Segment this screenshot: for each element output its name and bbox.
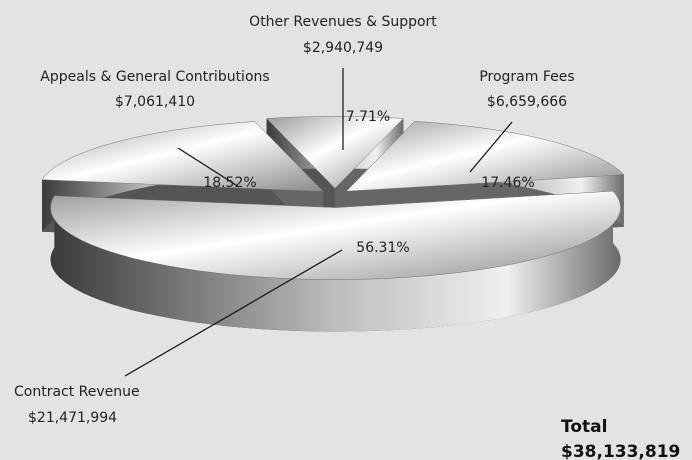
total-label: Total [561, 417, 607, 437]
slice [41, 121, 324, 192]
slice [50, 190, 621, 280]
total-value: $38,133,819 [561, 442, 680, 460]
category-label: Other Revenues & Support [249, 14, 437, 30]
leader-line [124, 249, 343, 377]
leader-line [469, 121, 513, 173]
leader-line [177, 147, 237, 186]
amount-label: $21,471,994 [28, 410, 117, 426]
category-label: Program Fees [479, 69, 574, 85]
category-label: Contract Revenue [14, 384, 140, 400]
value-label: 17.46% [481, 175, 534, 191]
pie [41, 116, 625, 332]
value-label: 18.52% [203, 175, 256, 191]
labels: Appeals & General Contributions $7,061,4… [14, 14, 680, 460]
slice-band [50, 191, 621, 332]
amount-label: $6,659,666 [487, 94, 567, 110]
category-label: Appeals & General Contributions [40, 69, 269, 85]
leader-lines [124, 68, 513, 377]
amount-label: $7,061,410 [115, 94, 195, 110]
slice [266, 116, 404, 189]
amount-label: $2,940,749 [303, 40, 383, 56]
value-label: 7.71% [346, 109, 390, 125]
slice [345, 121, 625, 192]
value-label: 56.31% [356, 240, 409, 256]
